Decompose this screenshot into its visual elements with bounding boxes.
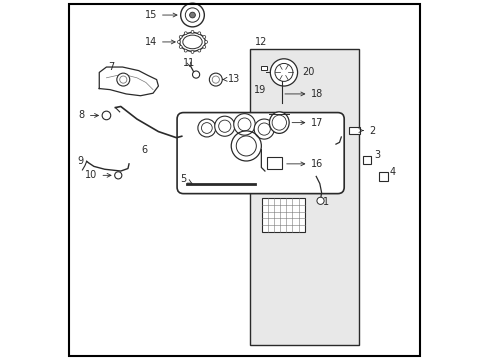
Bar — [362, 156, 370, 163]
Text: 11: 11 — [183, 58, 195, 68]
Text: 1: 1 — [323, 197, 329, 207]
Circle shape — [203, 45, 205, 48]
Ellipse shape — [269, 112, 288, 134]
Text: 17: 17 — [291, 118, 323, 128]
Circle shape — [179, 45, 182, 48]
Bar — [266, 157, 281, 169]
Text: 20: 20 — [301, 67, 314, 77]
Ellipse shape — [179, 33, 205, 51]
FancyBboxPatch shape — [177, 113, 344, 194]
Text: 13: 13 — [222, 74, 240, 84]
Text: 14: 14 — [144, 37, 175, 47]
Circle shape — [233, 114, 255, 135]
Circle shape — [209, 73, 222, 86]
Text: 18: 18 — [285, 89, 323, 99]
Circle shape — [198, 32, 201, 35]
Bar — [378, 172, 387, 181]
Circle shape — [316, 197, 324, 204]
Circle shape — [189, 12, 195, 18]
Circle shape — [192, 71, 199, 78]
Circle shape — [198, 119, 215, 137]
Text: 3: 3 — [373, 150, 380, 160]
Circle shape — [180, 3, 204, 27]
Circle shape — [177, 41, 180, 43]
Text: 12: 12 — [255, 37, 267, 47]
Circle shape — [254, 119, 274, 139]
Circle shape — [270, 59, 297, 86]
Circle shape — [102, 111, 110, 120]
Circle shape — [191, 50, 194, 53]
Text: 8: 8 — [79, 111, 98, 121]
Circle shape — [184, 32, 187, 35]
Text: 7: 7 — [108, 62, 114, 72]
Circle shape — [184, 49, 187, 52]
Text: 6: 6 — [141, 144, 147, 154]
Bar — [249, 49, 359, 345]
Text: 9: 9 — [77, 156, 83, 166]
Bar — [261, 198, 304, 232]
Text: 4: 4 — [389, 167, 395, 177]
Circle shape — [204, 41, 207, 43]
Circle shape — [115, 172, 122, 179]
Text: 2: 2 — [358, 126, 375, 135]
Circle shape — [203, 36, 205, 39]
Text: 10: 10 — [85, 170, 111, 180]
Circle shape — [179, 36, 182, 39]
Circle shape — [198, 49, 201, 52]
Circle shape — [191, 31, 194, 33]
Text: 16: 16 — [286, 159, 323, 169]
Text: 19: 19 — [254, 85, 266, 95]
Bar — [348, 127, 359, 134]
Text: 5: 5 — [180, 174, 192, 184]
Bar — [260, 66, 266, 70]
Circle shape — [214, 116, 234, 136]
Text: 15: 15 — [144, 10, 177, 20]
Circle shape — [117, 73, 129, 86]
